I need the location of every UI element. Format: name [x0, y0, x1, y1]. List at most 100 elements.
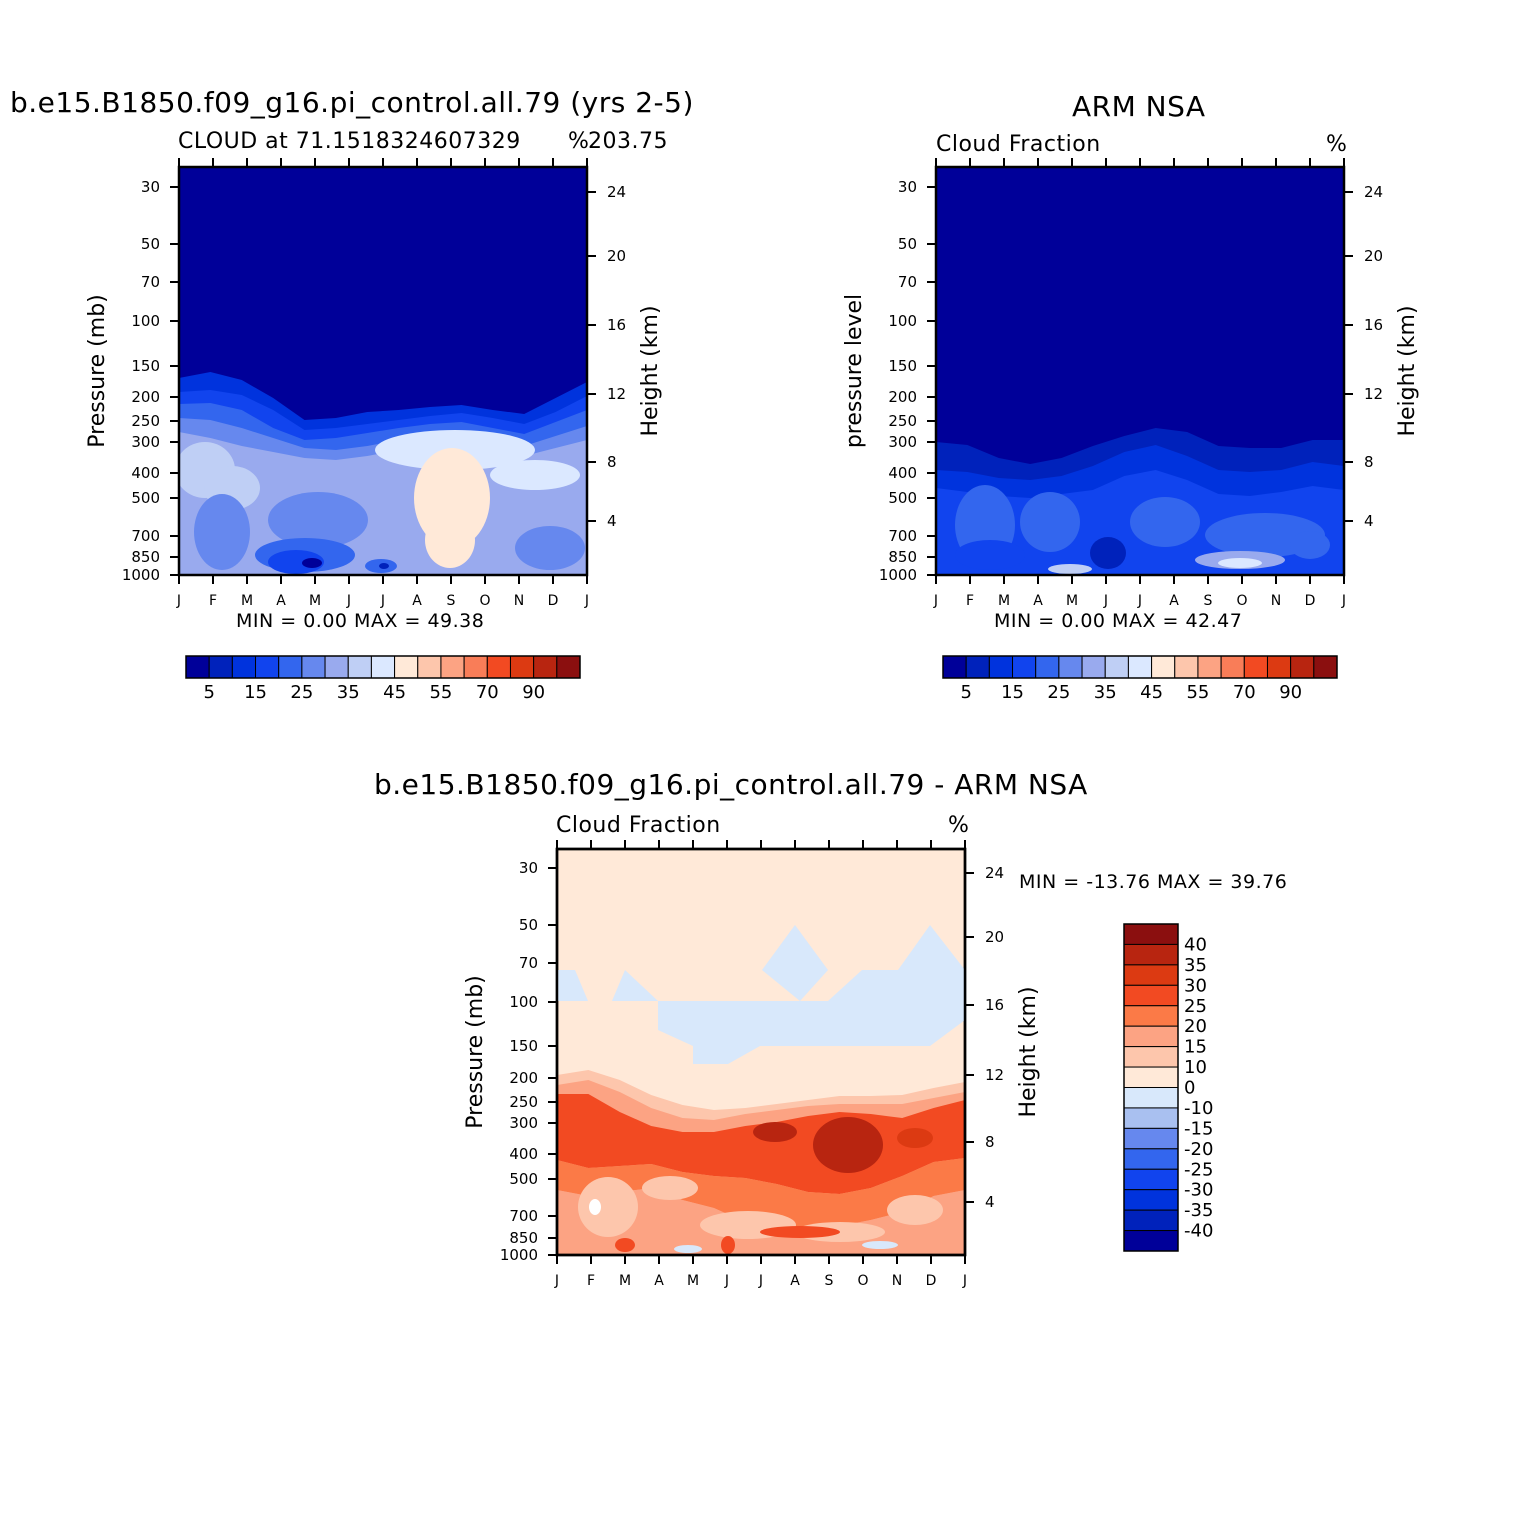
colorbar-cell [324, 655, 349, 679]
colorbar-label: -15 [1184, 1118, 1213, 1139]
colorbar-cell [1123, 984, 1179, 1007]
colorbar-label: 30 [1184, 975, 1207, 996]
x-tick-label: O [479, 593, 490, 609]
x-tick-label: A [1033, 593, 1043, 609]
y-tick-label: 70 [519, 954, 538, 972]
colorbar-cell [486, 655, 511, 679]
colorbar-label: 15 [244, 682, 267, 703]
colorbar-cell [1123, 1046, 1179, 1068]
contour-blob [721, 1236, 735, 1254]
colorbar-label: 40 [1184, 934, 1207, 955]
y-tick-label: 850 [131, 548, 160, 566]
colorbar-label: -35 [1184, 1200, 1213, 1221]
y-axis-label: pressure level [842, 294, 867, 448]
y-tick-label: 250 [131, 412, 160, 430]
y2-tick-label: 8 [607, 453, 617, 471]
panel3-minmax: MIN = -13.76 MAX = 39.76 [1019, 871, 1288, 893]
y-tick-label: 30 [141, 178, 160, 196]
panel3-contours [557, 849, 965, 1255]
x-tick-label: J [933, 593, 938, 609]
y-tick-label: 150 [509, 1037, 538, 1055]
x-tick-label: F [966, 593, 974, 609]
colorbar-label: 5 [203, 682, 214, 703]
colorbar-cell [942, 655, 967, 679]
panel2-contours [936, 167, 1344, 575]
colorbar-cell [1127, 655, 1153, 679]
contour-band [828, 925, 965, 1001]
colorbar-cell [1123, 1230, 1179, 1252]
panel1-plot [170, 158, 596, 584]
panel3-subtitle-right: % [948, 813, 970, 838]
contour-blob [268, 492, 368, 548]
colorbar-cell [301, 655, 326, 679]
colorbar-cell [965, 655, 990, 679]
x-tick-label: J [962, 1273, 967, 1289]
y-tick-label: 700 [509, 1207, 538, 1225]
contour-band [658, 1001, 965, 1064]
panel2-plot [927, 158, 1353, 584]
y-tick-label: 50 [519, 916, 538, 934]
y-tick-label: 1000 [122, 566, 160, 584]
contour-band [612, 970, 658, 1001]
x-tick-label: N [892, 1273, 902, 1289]
x-tick-label: M [998, 593, 1010, 609]
x-tick-label: A [790, 1273, 800, 1289]
y2-tick-label: 16 [1364, 316, 1383, 334]
contour-blob [425, 512, 475, 568]
colorbar-cell [1123, 1087, 1179, 1109]
x-tick-label: M [309, 593, 321, 609]
panel2-title: ARM NSA [1072, 90, 1206, 123]
y-tick-label: 70 [898, 273, 917, 291]
colorbar-cell [1123, 1127, 1179, 1150]
panel2-subtitle-left: Cloud Fraction [936, 132, 1101, 157]
colorbar-label: -30 [1184, 1180, 1213, 1201]
colorbar-cell [1174, 655, 1199, 679]
colorbar-cell [1012, 655, 1037, 679]
y2-tick-label: 12 [985, 1066, 1004, 1084]
x-tick-label: O [1236, 593, 1247, 609]
colorbar-cell [1058, 655, 1083, 679]
x-tick-label: A [276, 593, 286, 609]
y-tick-label: 50 [141, 235, 160, 253]
colorbar-cell [208, 655, 233, 679]
y-tick-label: 500 [888, 489, 917, 507]
contour-blob [862, 1241, 898, 1249]
x-tick-label: N [514, 593, 524, 609]
x-tick-label: J [346, 593, 351, 609]
y2-tick-label: 8 [985, 1133, 995, 1151]
y-tick-label: 700 [888, 527, 917, 545]
colorbar-cell [417, 655, 442, 679]
colorbar-label: -25 [1184, 1159, 1213, 1180]
contour-blob [615, 1238, 635, 1252]
contour-blob [753, 1122, 797, 1142]
x-tick-label: M [1066, 593, 1078, 609]
contour-blob [490, 460, 580, 490]
panel2-subtitle-right: % [1326, 132, 1348, 157]
colorbar-cell [1123, 1148, 1179, 1170]
colorbar-cell [1123, 1209, 1179, 1232]
contour-blob [955, 540, 1025, 570]
contour-band [762, 925, 828, 1001]
colorbar-label: 55 [429, 682, 452, 703]
y-tick-label: 100 [131, 312, 160, 330]
y2-tick-label: 8 [1364, 453, 1374, 471]
x-tick-label: D [548, 593, 559, 609]
colorbar-cell [1123, 923, 1179, 945]
x-tick-label: J [1103, 593, 1108, 609]
y-tick-label: 850 [888, 548, 917, 566]
x-tick-label: S [1204, 593, 1213, 609]
colorbar-label: 90 [522, 682, 545, 703]
y2-tick-label: 4 [607, 512, 617, 530]
y-tick-label: 300 [888, 433, 917, 451]
y2-tick-label: 4 [985, 1193, 995, 1211]
colorbar-label: -10 [1184, 1098, 1213, 1119]
colorbar-cell [1243, 655, 1268, 679]
colorbar-cell [1151, 655, 1176, 679]
colorbar-label: -40 [1184, 1221, 1213, 1242]
colorbar-label: 70 [476, 682, 499, 703]
colorbar-cell [1123, 1189, 1179, 1211]
colorbar-cell [988, 655, 1014, 679]
y2-tick-label: 20 [985, 928, 1004, 946]
y-tick-label: 100 [509, 993, 538, 1011]
colorbar-frame [185, 655, 581, 679]
